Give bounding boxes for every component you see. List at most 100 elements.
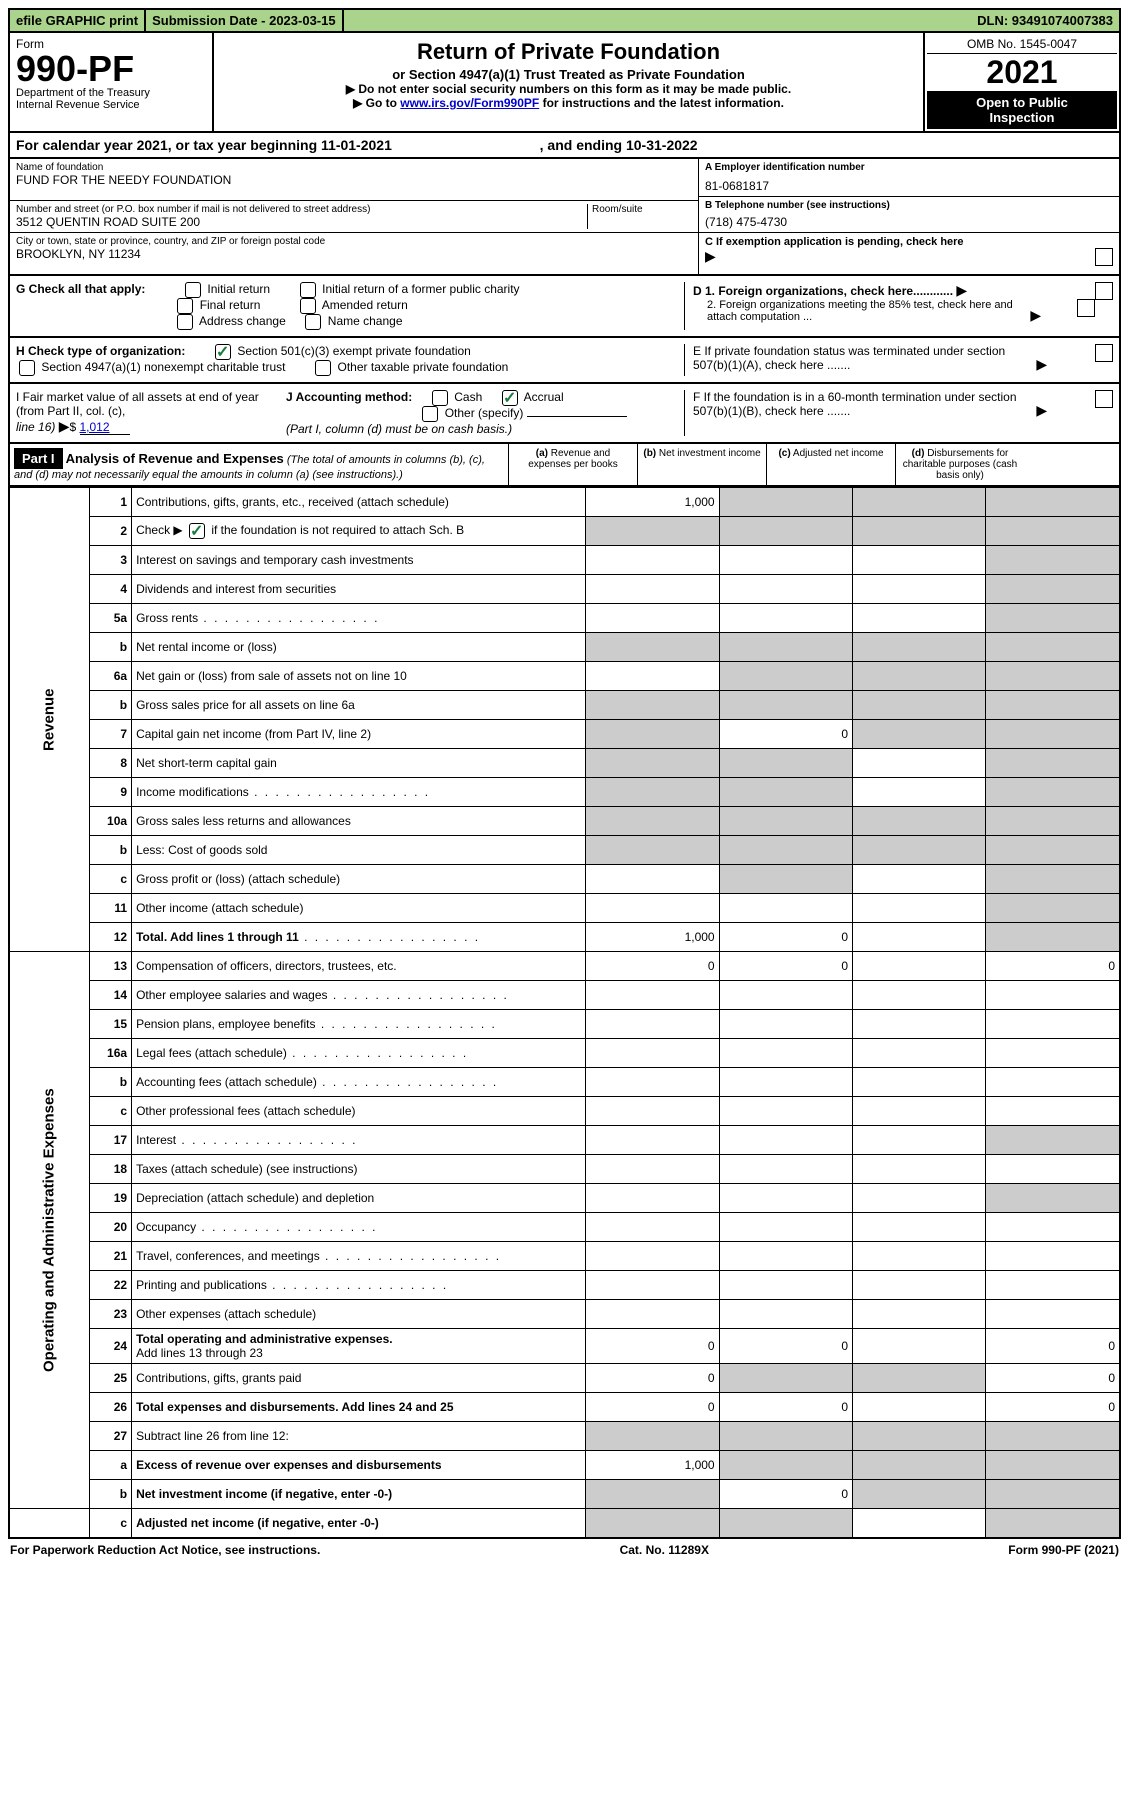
top-bar: efile GRAPHIC print Submission Date - 20… bbox=[8, 8, 1121, 33]
foundation-name-cell: Name of foundation FUND FOR THE NEEDY FO… bbox=[10, 159, 698, 201]
box-c-cell: C If exemption application is pending, c… bbox=[699, 233, 1119, 268]
d1-checkbox[interactable] bbox=[1095, 282, 1113, 300]
j-other-specify[interactable] bbox=[527, 416, 627, 417]
line7-b: 0 bbox=[719, 720, 852, 749]
line2-checkbox[interactable] bbox=[189, 523, 205, 539]
efile-label: efile GRAPHIC print bbox=[10, 10, 146, 31]
h-4947-checkbox[interactable] bbox=[19, 360, 35, 376]
ein-cell: A Employer identification number 81-0681… bbox=[699, 159, 1119, 197]
h-label: H Check type of organization: bbox=[16, 344, 185, 358]
form-number: 990-PF bbox=[16, 51, 206, 87]
j-accrual-checkbox[interactable] bbox=[502, 390, 518, 406]
header-row: Form 990-PF Department of the Treasury I… bbox=[8, 33, 1121, 133]
room-label: Room/suite bbox=[592, 204, 692, 215]
line13: Compensation of officers, directors, tru… bbox=[132, 952, 586, 981]
g-amended-checkbox[interactable] bbox=[300, 298, 316, 314]
d1-label: D 1. Foreign organizations, check here..… bbox=[693, 284, 953, 298]
cy-label2: , and ending bbox=[540, 137, 626, 153]
j-other-checkbox[interactable] bbox=[422, 406, 438, 422]
footer-mid: Cat. No. 11289X bbox=[620, 1543, 709, 1557]
line25-d: 0 bbox=[986, 1364, 1120, 1393]
g-initial-return-checkbox[interactable] bbox=[185, 282, 201, 298]
open-inspection: Open to Public Inspection bbox=[927, 91, 1117, 129]
h-501c3-checkbox[interactable] bbox=[215, 344, 231, 360]
line16c: Other professional fees (attach schedule… bbox=[132, 1097, 586, 1126]
g-initial-former-checkbox[interactable] bbox=[300, 282, 316, 298]
g-name-checkbox[interactable] bbox=[305, 314, 321, 330]
e-checkbox[interactable] bbox=[1095, 344, 1113, 362]
i-line16: line 16) bbox=[16, 420, 55, 434]
f-checkbox[interactable] bbox=[1095, 390, 1113, 408]
line27: Subtract line 26 from line 12: bbox=[132, 1422, 586, 1451]
line5b: Net rental income or (loss) bbox=[132, 633, 586, 662]
g-address: Address change bbox=[199, 314, 286, 328]
open-public: Open to Public bbox=[976, 95, 1068, 110]
line27a-val: 1,000 bbox=[586, 1451, 719, 1480]
fmv-value[interactable]: 1,012 bbox=[80, 420, 130, 435]
line13-a: 0 bbox=[586, 952, 719, 981]
note1: ▶ Do not enter social security numbers o… bbox=[218, 82, 919, 96]
city-state-zip: BROOKLYN, NY 11234 bbox=[16, 247, 692, 261]
g-initial-return: Initial return bbox=[207, 282, 270, 296]
line23: Other expenses (attach schedule) bbox=[132, 1300, 586, 1329]
address-cell: Number and street (or P.O. box number if… bbox=[10, 201, 698, 233]
line19: Depreciation (attach schedule) and deple… bbox=[132, 1184, 586, 1213]
line24-sub: Add lines 13 through 23 bbox=[136, 1346, 263, 1360]
line15: Pension plans, employee benefits bbox=[132, 1010, 586, 1039]
form-990pf: efile GRAPHIC print Submission Date - 20… bbox=[8, 8, 1121, 1561]
line24-bold: Total operating and administrative expen… bbox=[136, 1332, 393, 1346]
section-h-e: H Check type of organization: Section 50… bbox=[8, 338, 1121, 384]
line2: Check ▶ if the foundation is not require… bbox=[132, 517, 586, 546]
footer: For Paperwork Reduction Act Notice, see … bbox=[8, 1539, 1121, 1561]
line18: Taxes (attach schedule) (see instruction… bbox=[132, 1155, 586, 1184]
line26-a: 0 bbox=[586, 1393, 719, 1422]
part1-label: Part I bbox=[14, 448, 63, 469]
tax-year: 2021 bbox=[927, 54, 1117, 91]
j-note: (Part I, column (d) must be on cash basi… bbox=[286, 422, 512, 436]
g-initial-former: Initial return of a former public charit… bbox=[322, 282, 519, 296]
line24-d: 0 bbox=[986, 1329, 1120, 1364]
line13-b: 0 bbox=[719, 952, 852, 981]
ein-value: 81-0681817 bbox=[705, 173, 1113, 193]
j-cash-checkbox[interactable] bbox=[432, 390, 448, 406]
h-other-checkbox[interactable] bbox=[315, 360, 331, 376]
inspection: Inspection bbox=[989, 110, 1054, 125]
line27c: Adjusted net income (if negative, enter … bbox=[136, 1516, 379, 1530]
line16a: Legal fees (attach schedule) bbox=[132, 1039, 586, 1068]
note2a: ▶ Go to bbox=[353, 96, 400, 110]
d2-checkbox[interactable] bbox=[1077, 299, 1095, 317]
line26-d: 0 bbox=[986, 1393, 1120, 1422]
line24: Total operating and administrative expen… bbox=[132, 1329, 586, 1364]
c-checkbox[interactable] bbox=[1095, 248, 1113, 266]
dln-label: DLN: 93491074007383 bbox=[344, 10, 1119, 31]
g-address-checkbox[interactable] bbox=[177, 314, 193, 330]
foundation-name: FUND FOR THE NEEDY FOUNDATION bbox=[16, 173, 692, 187]
line20: Occupancy bbox=[132, 1213, 586, 1242]
irs-link[interactable]: www.irs.gov/Form990PF bbox=[400, 96, 539, 110]
line14: Other employee salaries and wages bbox=[132, 981, 586, 1010]
arrow-icon: ▶ bbox=[1036, 356, 1047, 372]
line27b-val: 0 bbox=[719, 1480, 852, 1509]
col-b-hdr: Net investment income bbox=[659, 448, 761, 459]
info-right: A Employer identification number 81-0681… bbox=[699, 159, 1119, 274]
g-final-checkbox[interactable] bbox=[177, 298, 193, 314]
cy-label1: For calendar year 2021, or tax year begi… bbox=[16, 137, 321, 153]
lines-table: Revenue 1Contributions, gifts, grants, e… bbox=[8, 487, 1121, 1539]
arrow-icon: ▶ bbox=[59, 418, 70, 434]
line2-text: if the foundation is not required to att… bbox=[211, 523, 464, 537]
line10c: Gross profit or (loss) (attach schedule) bbox=[132, 865, 586, 894]
header-mid: Return of Private Foundation or Section … bbox=[214, 33, 923, 131]
omb-number: OMB No. 1545-0047 bbox=[927, 35, 1117, 54]
line3: Interest on savings and temporary cash i… bbox=[132, 546, 586, 575]
info-left: Name of foundation FUND FOR THE NEEDY FO… bbox=[10, 159, 699, 274]
note2: ▶ Go to www.irs.gov/Form990PF for instru… bbox=[218, 96, 919, 110]
opex-label: Operating and Administrative Expenses bbox=[9, 952, 89, 1509]
col-c-hdr: Adjusted net income bbox=[793, 448, 884, 459]
note2b: for instructions and the latest informat… bbox=[539, 96, 784, 110]
j-cash: Cash bbox=[454, 390, 482, 404]
line2-check-label: Check ▶ bbox=[136, 523, 183, 537]
line13-d: 0 bbox=[986, 952, 1120, 981]
city-label: City or town, state or province, country… bbox=[16, 236, 692, 247]
street-address: 3512 QUENTIN ROAD SUITE 200 bbox=[16, 215, 587, 229]
f-label: F If the foundation is in a 60-month ter… bbox=[693, 390, 1033, 418]
